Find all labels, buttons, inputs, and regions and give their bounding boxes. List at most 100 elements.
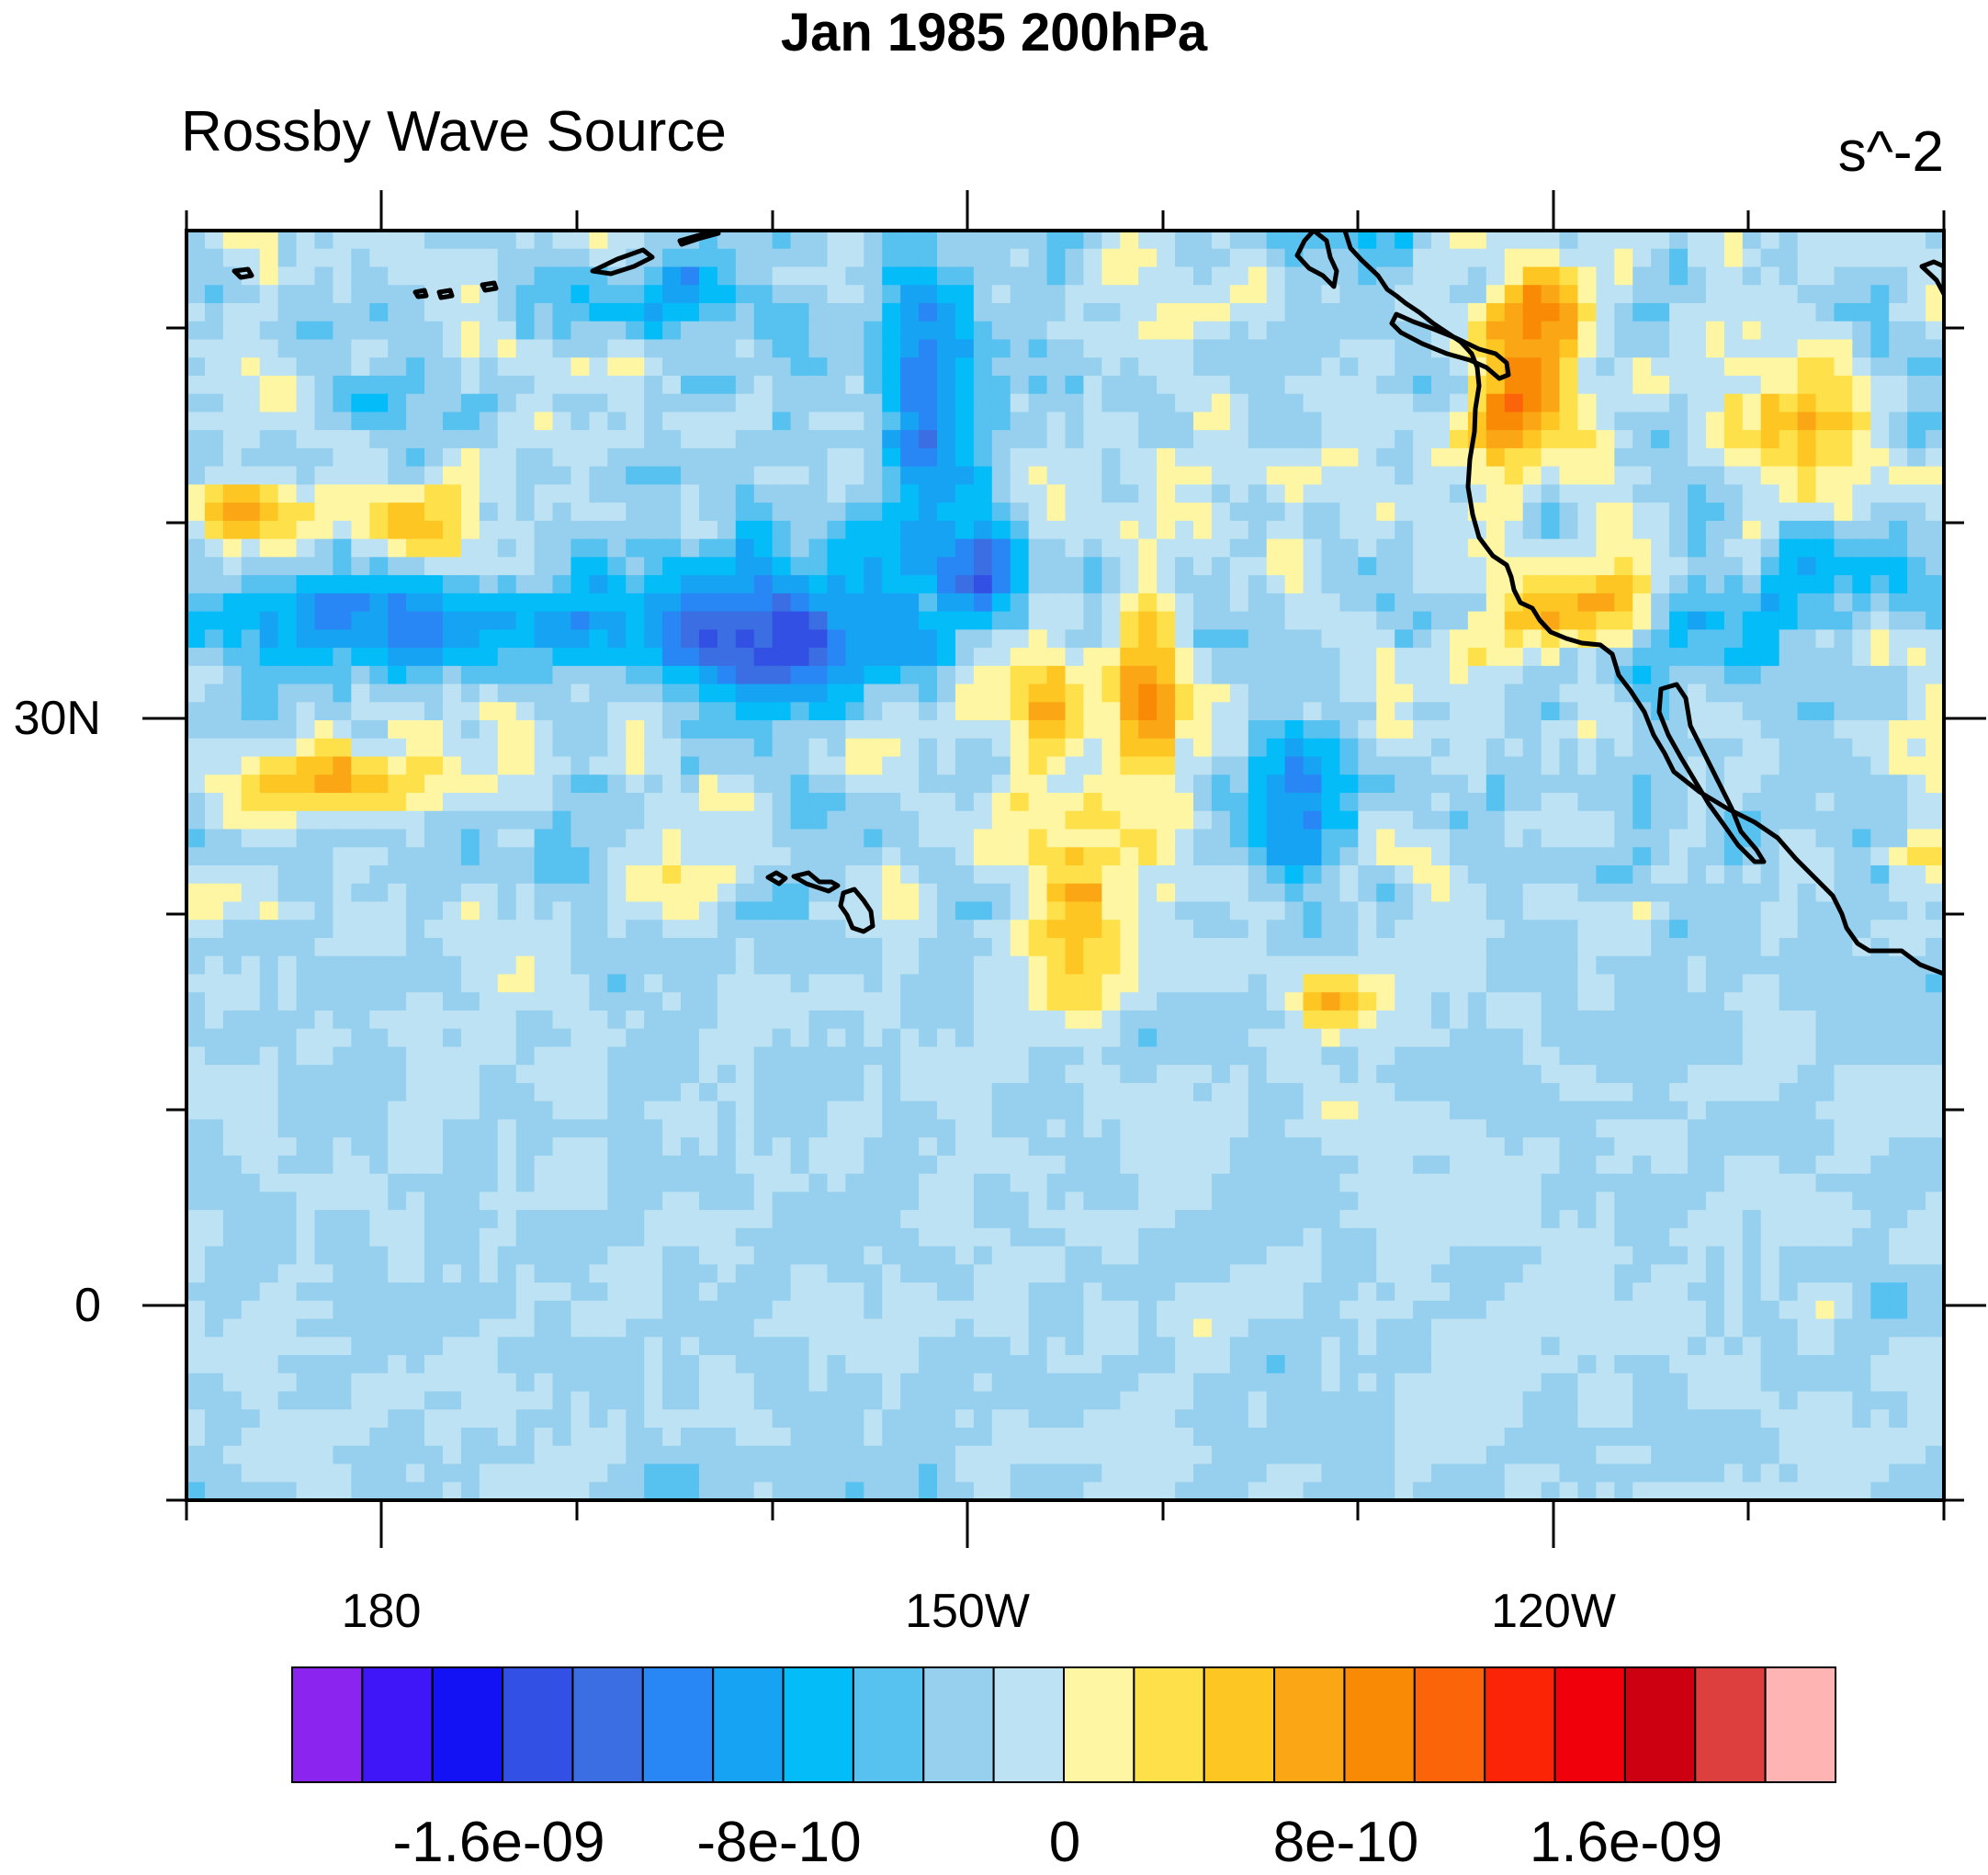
- field-cell: [626, 1119, 645, 1138]
- field-cell: [369, 503, 389, 522]
- field-cell: [1889, 974, 1908, 993]
- field-cell: [1577, 756, 1597, 775]
- field-cell: [1651, 248, 1670, 268]
- field-cell: [735, 683, 755, 703]
- field-cell: [1797, 937, 1817, 957]
- field-cell: [681, 1065, 700, 1084]
- field-cell: [991, 683, 1011, 703]
- field-cell: [1065, 285, 1085, 304]
- field-cell: [1083, 321, 1102, 341]
- field-cell: [973, 1119, 993, 1138]
- field-cell: [662, 375, 682, 395]
- field-cell: [1577, 901, 1597, 921]
- field-cell: [1760, 557, 1780, 576]
- field-cell: [277, 702, 298, 721]
- field-cell: [1889, 231, 1908, 250]
- field-cell: [1688, 466, 1707, 485]
- field-cell: [845, 538, 864, 558]
- field-cell: [570, 865, 590, 885]
- field-cell: [589, 810, 608, 830]
- field-cell: [479, 883, 499, 903]
- field-cell: [1614, 611, 1633, 630]
- field-cell: [351, 629, 370, 649]
- field-cell: [479, 702, 499, 721]
- field-cell: [1688, 1119, 1707, 1138]
- field-cell: [1449, 575, 1469, 594]
- field-cell: [845, 447, 864, 468]
- field-cell: [1705, 557, 1725, 576]
- field-cell: [1339, 321, 1359, 341]
- field-cell: [333, 538, 352, 558]
- field-cell: [1376, 1082, 1395, 1102]
- field-cell: [1596, 756, 1615, 775]
- field-cell: [973, 865, 993, 885]
- field-cell: [753, 575, 774, 594]
- field-cell: [1541, 738, 1561, 758]
- field-cell: [1669, 393, 1689, 413]
- field-cell: [1742, 375, 1762, 395]
- field-cell: [388, 339, 407, 358]
- field-cell: [1559, 285, 1579, 304]
- field-cell: [698, 829, 718, 848]
- field-cell: [1101, 357, 1121, 377]
- field-cell: [1907, 1010, 1926, 1030]
- field-cell: [681, 738, 700, 758]
- field-cell: [1504, 393, 1524, 413]
- field-cell: [1632, 1046, 1652, 1066]
- field-cell: [424, 412, 444, 431]
- field-cell: [515, 393, 536, 413]
- field-cell: [937, 447, 956, 468]
- field-cell: [497, 430, 517, 449]
- field-cell: [479, 557, 499, 576]
- field-cell: [1101, 883, 1121, 903]
- field-cell: [1870, 302, 1890, 322]
- field-cell: [644, 920, 663, 939]
- field-cell: [1339, 593, 1359, 613]
- field-cell: [296, 1137, 316, 1157]
- field-cell: [1779, 1010, 1799, 1030]
- field-cell: [442, 774, 462, 794]
- field-cell: [991, 1082, 1011, 1102]
- field-cell: [277, 484, 298, 503]
- field-cell: [1889, 248, 1908, 268]
- field-cell: [1669, 520, 1689, 540]
- field-cell: [900, 466, 920, 485]
- field-cell: [954, 1101, 975, 1120]
- field-cell: [1815, 702, 1836, 721]
- field-cell: [1651, 266, 1670, 286]
- field-cell: [589, 955, 608, 976]
- field-cell: [717, 920, 737, 939]
- field-cell: [1120, 557, 1139, 576]
- field-cell: [717, 538, 737, 558]
- field-cell: [808, 702, 829, 721]
- field-cell: [222, 321, 243, 341]
- field-cell: [1485, 665, 1506, 685]
- field-cell: [1303, 1137, 1323, 1157]
- field-cell: [1065, 774, 1085, 794]
- field-cell: [900, 484, 920, 503]
- field-cell: [204, 447, 224, 468]
- field-cell: [1157, 302, 1176, 322]
- field-cell: [1449, 829, 1469, 848]
- field-cell: [333, 720, 352, 740]
- field-cell: [497, 920, 517, 939]
- field-cell: [1339, 738, 1359, 758]
- field-cell: [589, 1082, 608, 1102]
- field-cell: [241, 430, 261, 449]
- field-cell: [1852, 793, 1871, 812]
- field-cell: [698, 756, 718, 775]
- field-cell: [864, 484, 883, 503]
- field-cell: [1632, 955, 1652, 976]
- field-cell: [406, 920, 425, 939]
- field-cell: [1870, 266, 1890, 286]
- field-cell: [607, 1046, 627, 1066]
- field-cell: [351, 793, 370, 812]
- field-cell: [1028, 1155, 1048, 1175]
- field-cell: [1046, 865, 1067, 885]
- field-cell: [1852, 665, 1871, 685]
- field-cell: [1797, 665, 1817, 685]
- field-cell: [1358, 393, 1377, 413]
- field-cell: [186, 974, 206, 993]
- field-cell: [973, 1046, 993, 1066]
- field-cell: [1651, 901, 1670, 921]
